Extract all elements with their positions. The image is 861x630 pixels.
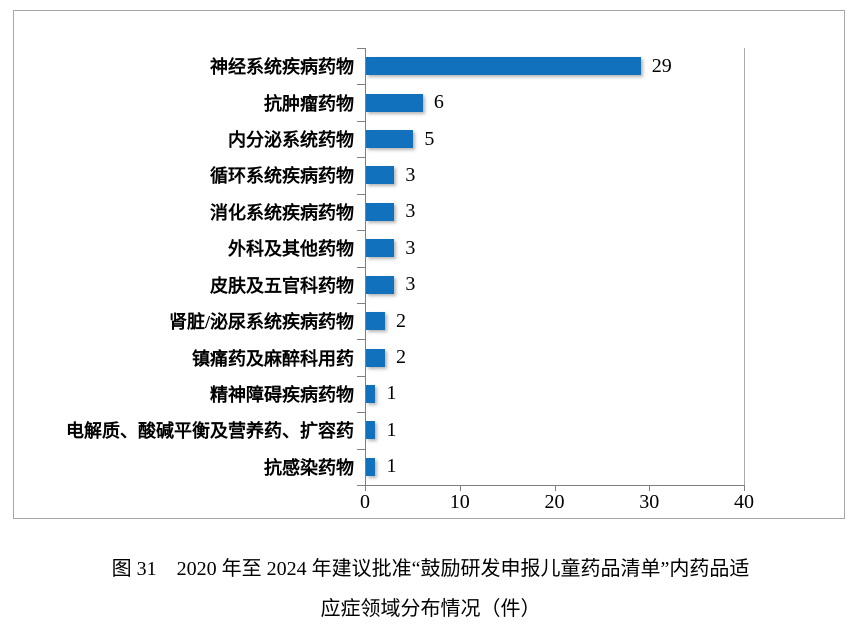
category-label: 肾脏/泌尿系统疾病药物 bbox=[169, 312, 354, 333]
x-axis-tick bbox=[649, 486, 651, 491]
category-label: 电解质、酸碱平衡及营养药、扩容药 bbox=[66, 421, 354, 442]
category-axis-line bbox=[365, 48, 366, 490]
y-axis-tick bbox=[357, 84, 365, 85]
category-label: 抗感染药物 bbox=[264, 457, 354, 478]
value-label: 1 bbox=[386, 455, 397, 478]
category-label: 精神障碍疾病药物 bbox=[210, 384, 354, 405]
x-axis-tick-label: 10 bbox=[449, 491, 470, 513]
bar bbox=[366, 421, 376, 440]
bar bbox=[366, 202, 395, 221]
bar bbox=[366, 93, 423, 112]
x-axis-tick bbox=[554, 486, 556, 491]
bar bbox=[366, 239, 395, 258]
value-label: 5 bbox=[424, 127, 435, 150]
x-axis-tick-label: 30 bbox=[639, 491, 660, 513]
y-axis-tick bbox=[357, 267, 365, 268]
x-axis-tick-label: 20 bbox=[544, 491, 565, 513]
category-label: 镇痛药及麻醉科用药 bbox=[192, 348, 354, 369]
value-label: 2 bbox=[395, 346, 406, 369]
y-axis-tick bbox=[357, 376, 365, 377]
x-axis-tick bbox=[459, 486, 461, 491]
bar bbox=[366, 130, 414, 149]
y-axis-tick bbox=[357, 303, 365, 304]
bar-chart-frame bbox=[13, 10, 845, 519]
value-label: 3 bbox=[405, 236, 416, 259]
value-label: 3 bbox=[405, 200, 416, 223]
category-label: 皮肤及五官科药物 bbox=[210, 275, 354, 296]
value-label: 29 bbox=[651, 54, 672, 77]
category-label: 循环系统疾病药物 bbox=[210, 166, 354, 187]
y-axis-tick bbox=[357, 121, 365, 122]
bar bbox=[366, 57, 641, 76]
y-axis-tick bbox=[357, 412, 365, 413]
category-label: 外科及其他药物 bbox=[228, 239, 354, 260]
value-label: 1 bbox=[386, 418, 397, 441]
y-axis-tick bbox=[357, 449, 365, 450]
figure-caption: 图 31 2020 年至 2024 年建议批准“鼓励研发申报儿童药品清单”内药品… bbox=[0, 549, 861, 629]
bar bbox=[366, 457, 376, 476]
caption-line-1: 图 31 2020 年至 2024 年建议批准“鼓励研发申报儿童药品清单”内药品… bbox=[111, 558, 750, 580]
value-axis-line bbox=[365, 485, 745, 486]
bar bbox=[366, 166, 395, 185]
value-label: 3 bbox=[405, 273, 416, 296]
y-axis-tick bbox=[357, 230, 365, 231]
x-axis-tick-label: 40 bbox=[734, 491, 754, 513]
category-label: 内分泌系统药物 bbox=[228, 130, 354, 151]
y-axis-tick bbox=[357, 485, 365, 486]
x-axis-tick bbox=[365, 486, 366, 491]
bar bbox=[366, 312, 385, 331]
y-axis-tick bbox=[357, 339, 365, 340]
x-axis-tick-label: 0 bbox=[360, 491, 370, 513]
category-label: 抗肿瘤药物 bbox=[264, 93, 354, 114]
x-axis-tick bbox=[744, 486, 745, 491]
y-axis-tick bbox=[357, 48, 365, 49]
value-label: 1 bbox=[386, 382, 397, 405]
category-label: 神经系统疾病药物 bbox=[210, 57, 354, 78]
value-label: 3 bbox=[405, 163, 416, 186]
value-label: 6 bbox=[433, 91, 444, 114]
bar bbox=[366, 275, 395, 294]
bar bbox=[366, 384, 376, 403]
bar bbox=[366, 348, 385, 367]
category-label: 消化系统疾病药物 bbox=[210, 202, 354, 223]
caption-line-2: 应症领域分布情况（件） bbox=[320, 598, 541, 620]
y-axis-tick bbox=[357, 157, 365, 158]
plot-right-border bbox=[744, 48, 745, 485]
y-axis-tick bbox=[357, 194, 365, 195]
value-label: 2 bbox=[395, 309, 406, 332]
